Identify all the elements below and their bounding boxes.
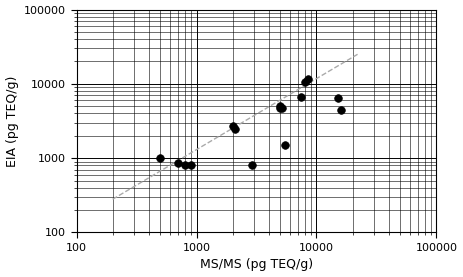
- Point: [181, 162, 188, 167]
- Point: [232, 126, 239, 131]
- Point: [229, 124, 236, 128]
- Point: [174, 161, 181, 166]
- Point: [156, 156, 164, 160]
- Point: [298, 94, 305, 99]
- Point: [277, 105, 284, 110]
- Y-axis label: EIA (pg TEQ/g): EIA (pg TEQ/g): [6, 75, 19, 167]
- Point: [277, 104, 284, 108]
- Point: [188, 162, 195, 167]
- Point: [334, 96, 341, 100]
- X-axis label: MS/MS (pg TEQ/g): MS/MS (pg TEQ/g): [200, 258, 313, 271]
- Point: [301, 80, 308, 84]
- Point: [304, 77, 312, 81]
- Point: [337, 107, 344, 112]
- Point: [248, 163, 256, 168]
- Point: [279, 105, 286, 110]
- Point: [282, 143, 289, 147]
